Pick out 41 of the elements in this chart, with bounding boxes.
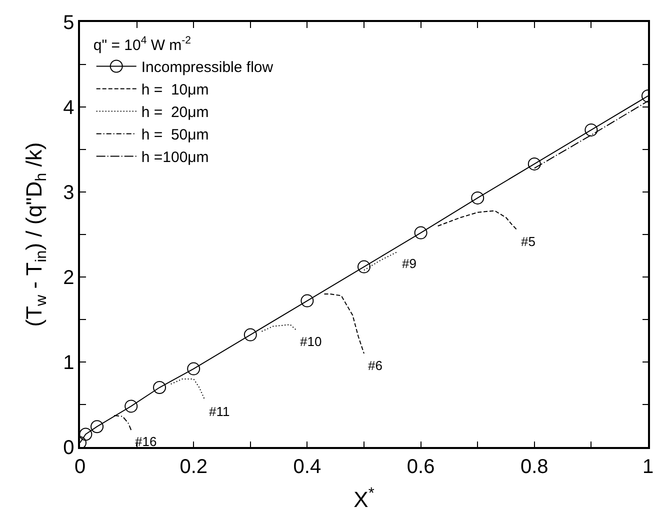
- annotation: #5: [521, 234, 536, 249]
- point: [244, 328, 257, 342]
- point: [358, 260, 370, 274]
- y-tick-label: 2: [63, 267, 74, 289]
- x-tick-label: 1: [642, 456, 654, 478]
- annotation: #16: [135, 434, 157, 449]
- line-series: [324, 294, 364, 354]
- legend-label: h = 50μm: [141, 126, 209, 144]
- point: [414, 226, 428, 240]
- point: [187, 362, 200, 376]
- x-tick-label: 0.2: [180, 456, 208, 478]
- y-tick-label: 1: [63, 352, 74, 374]
- point: [124, 400, 138, 413]
- annotation: #6: [368, 358, 382, 373]
- y-tick-label: 4: [63, 97, 74, 119]
- x-axis-title: X$^{*}$: [354, 484, 374, 512]
- legend-label: h = 20μm: [141, 104, 209, 122]
- x-tick-label: 0.8: [520, 456, 548, 478]
- point: [80, 428, 92, 441]
- legend-label: Incompressible flow: [141, 59, 274, 76]
- annotation: #11: [209, 404, 230, 419]
- y-tick-label: 5: [63, 12, 74, 34]
- line-series: [114, 415, 132, 430]
- annotation: #9: [402, 256, 416, 271]
- point: [584, 123, 598, 136]
- line-series: [437, 210, 518, 231]
- point: [300, 294, 314, 308]
- legend-title: q" = 10$^{4}$ W m$^{-2}$: [93, 34, 192, 54]
- point: [471, 191, 484, 204]
- line-series: [261, 324, 296, 332]
- point: [528, 157, 541, 170]
- y-tick-label: 0: [63, 437, 74, 459]
- legend-label: h = 10μm: [141, 82, 209, 99]
- annotation: #10: [300, 334, 322, 349]
- x-tick-label: 0.6: [406, 456, 435, 478]
- legend-label: h =100μm: [141, 149, 209, 166]
- line-series: [170, 378, 206, 401]
- point: [90, 420, 104, 434]
- point: [153, 381, 166, 394]
- x-tick-label: 0.4: [293, 456, 322, 478]
- y-tick-label: 3: [63, 182, 74, 204]
